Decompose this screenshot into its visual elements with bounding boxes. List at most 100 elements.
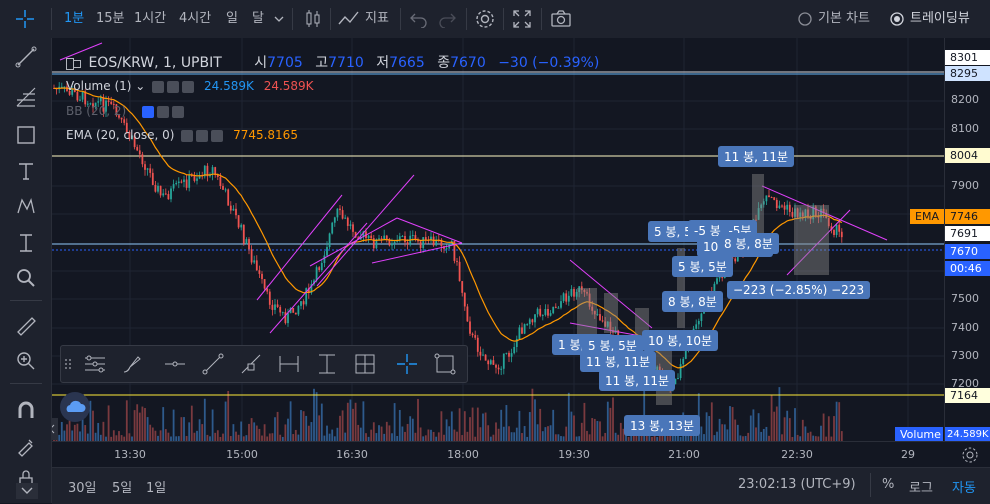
range-5d[interactable]: 5일 (112, 481, 133, 496)
candle-body (804, 209, 807, 217)
range-1d[interactable]: 1일 (146, 481, 167, 496)
annotation-label[interactable]: 11 봉, 11분 (580, 351, 657, 372)
volume-bar (393, 403, 396, 441)
settings-icon[interactable] (157, 105, 170, 118)
annotation-label[interactable]: 8 봉, 8분 (662, 291, 723, 312)
close-icon[interactable] (172, 105, 185, 118)
drag-handle-icon[interactable] (63, 352, 73, 376)
measure-tool-icon[interactable] (13, 230, 39, 256)
trendline-tool-icon[interactable] (13, 44, 39, 70)
chart-settings-icon[interactable] (960, 445, 980, 468)
rectangle-tool-icon[interactable] (13, 122, 39, 148)
magnet-icon[interactable] (13, 398, 39, 424)
tradingview-radio[interactable] (890, 0, 904, 38)
annotation-label[interactable]: 11 봉, 11분 (718, 146, 795, 167)
candle-body (281, 312, 284, 314)
volume-bar (513, 432, 516, 441)
candle-body (768, 195, 770, 198)
collapse-left-icon[interactable] (52, 418, 58, 440)
close-icon[interactable] (211, 129, 224, 142)
basic-chart-label[interactable]: 기본 차트 (818, 11, 870, 26)
interval-4h[interactable]: 4시간 (179, 11, 212, 26)
magnifier-icon[interactable] (13, 265, 39, 291)
chevron-down-icon[interactable]: ⌄ (135, 79, 146, 93)
date-price-range-icon[interactable] (353, 352, 377, 376)
pattern-tool-icon[interactable] (13, 193, 39, 219)
clock-utc[interactable]: 23:02:13 (UTC+9) (738, 477, 856, 492)
crosshair-tool-icon[interactable] (395, 352, 419, 376)
price-range-icon[interactable] (315, 352, 339, 376)
percent-toggle[interactable]: % (882, 477, 895, 492)
interval-1m[interactable]: 1분 (64, 11, 85, 26)
time-scale[interactable]: 13:30 15:00 16:30 18:00 19:30 21:00 22:3… (52, 441, 990, 468)
range-30d[interactable]: 30일 (68, 481, 97, 496)
basic-chart-radio[interactable] (798, 0, 812, 38)
price-scale[interactable]: 8200 8100 7900 7800 7500 7400 7300 7200 … (895, 38, 990, 442)
candle-body (235, 208, 237, 216)
tradingview-label[interactable]: 트레이딩뷰 (910, 11, 970, 26)
undo-icon[interactable] (410, 0, 428, 38)
auto-toggle[interactable]: 자동 (952, 481, 976, 496)
trend-line-icon[interactable] (201, 352, 225, 376)
camera-icon[interactable] (550, 0, 572, 38)
ray-line-icon[interactable] (239, 352, 263, 376)
volume-bar (235, 431, 237, 441)
lock-drawing-icon[interactable] (13, 433, 39, 459)
eye-off-icon[interactable] (142, 105, 155, 118)
ema-name[interactable]: EMA (20, close, 0) (66, 128, 175, 142)
volume-bar (469, 417, 471, 441)
brush-icon[interactable] (121, 352, 145, 376)
eye-icon[interactable] (152, 80, 165, 93)
candle-body (370, 235, 373, 239)
annotation-label[interactable]: 5 봉, 5분 (672, 256, 733, 277)
volume-bar (94, 432, 97, 441)
candle-body (151, 172, 154, 185)
candle-body (489, 360, 492, 365)
log-toggle[interactable]: 로그 (909, 481, 933, 496)
collapse-down-icon[interactable] (14, 478, 40, 504)
annotation-label[interactable]: 5 봉, 5분 (582, 335, 643, 356)
text-tool-icon[interactable] (13, 158, 39, 184)
bb-name[interactable]: BB (20, 2) (66, 104, 127, 118)
interval-1h[interactable]: 1시간 (134, 11, 167, 26)
date-range-icon[interactable] (277, 352, 301, 376)
annotation-label[interactable]: 8 봉, 8분 (718, 233, 779, 254)
fib-retracement-icon[interactable] (83, 352, 107, 376)
chevron-down-icon[interactable] (274, 0, 284, 38)
fib-tool-icon[interactable] (13, 84, 39, 110)
indicator-button[interactable]: 지표 (365, 11, 389, 26)
annotation-label[interactable]: 11 봉, 11분 (599, 370, 676, 391)
candle-body (788, 204, 791, 212)
interval-day[interactable]: 일 (226, 11, 238, 26)
rectangle-select-icon[interactable] (433, 352, 457, 376)
eye-icon[interactable] (181, 129, 194, 142)
ruler-icon[interactable] (13, 313, 39, 339)
settings-icon[interactable] (167, 80, 180, 93)
candle-body (786, 204, 789, 210)
volume-bar (258, 428, 261, 441)
price-tick: 7200 (951, 377, 979, 390)
interval-month[interactable]: 달 (252, 11, 264, 26)
cloud-icon[interactable] (60, 392, 90, 422)
horizontal-line-icon[interactable] (163, 352, 187, 376)
volume-name[interactable]: Volume (1) (66, 79, 132, 93)
indicator-icon[interactable] (338, 0, 362, 38)
time-tick: 29 (901, 448, 915, 461)
annotation-label[interactable]: −223 (−2.85%) −223 (727, 281, 871, 299)
redo-icon[interactable] (438, 0, 456, 38)
annotation-label[interactable]: 10 봉, 10분 (642, 330, 719, 351)
annotation-label[interactable]: 13 봉, 13분 (624, 415, 701, 436)
zoom-in-icon[interactable] (13, 348, 39, 374)
candle-type-icon[interactable] (303, 0, 323, 38)
volume-bar (484, 412, 487, 441)
volume-bar (718, 418, 721, 441)
crosshair-icon[interactable] (14, 0, 36, 38)
symbol-name[interactable]: EOS/KRW, 1, UPBIT (88, 55, 222, 71)
fullscreen-icon[interactable] (512, 0, 532, 38)
close-icon[interactable] (182, 80, 195, 93)
candle-body (289, 307, 292, 314)
settings-gear-icon[interactable] (474, 0, 496, 38)
settings-icon[interactable] (196, 129, 209, 142)
candle-body (258, 270, 261, 274)
interval-15m[interactable]: 15분 (96, 11, 125, 26)
